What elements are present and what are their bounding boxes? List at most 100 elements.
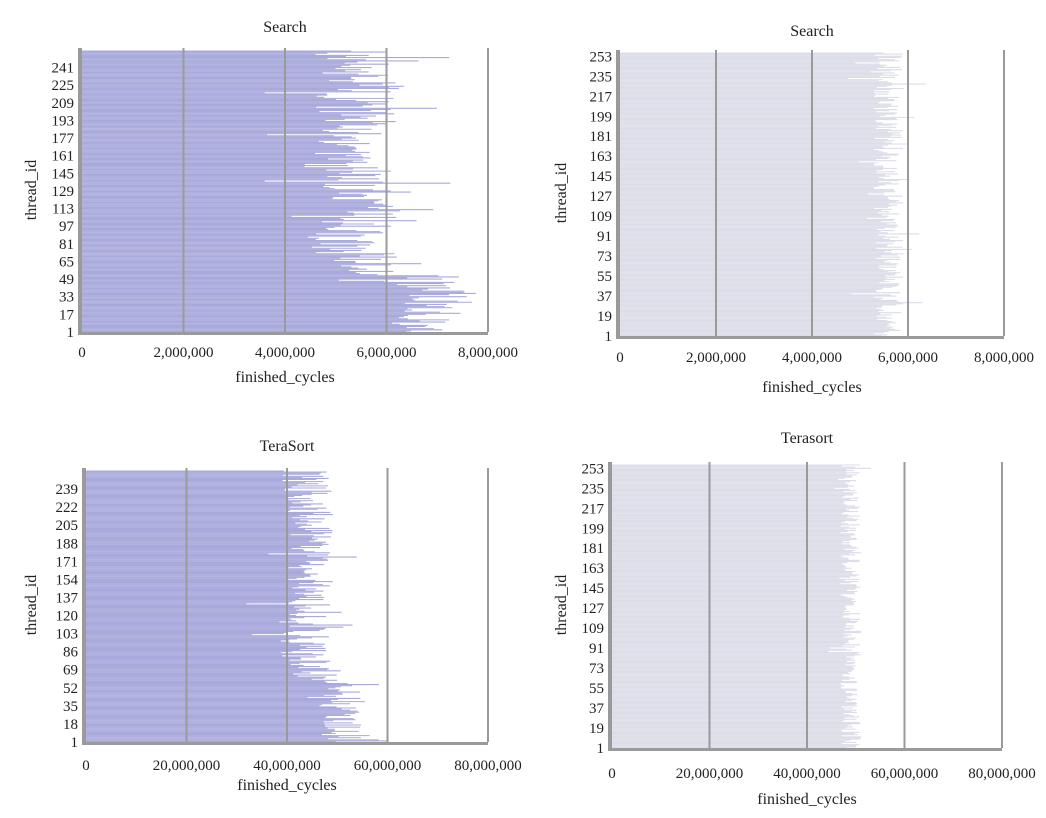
y-axis — [78, 48, 82, 334]
chart-terasort-2-svg: Terasort 0 20,000,000 40,000,000 60,000,000 8… — [553, 430, 1036, 808]
y-tick-label: 209 — [52, 96, 75, 112]
x-tick-label: 0 — [78, 345, 86, 361]
y-tick-label: 37 — [589, 701, 605, 717]
chart-search-1: Search 0 2,000,000 4,000,000 6,000,000 8,000,… — [10, 10, 520, 395]
y-tick-label: 109 — [582, 621, 605, 637]
bars — [86, 470, 389, 743]
x-tick-label: 80,000,000 — [454, 758, 522, 774]
y-tick-label: 49 — [59, 272, 74, 288]
x-tick-label: 20,000,000 — [153, 758, 221, 774]
x-tick-label: 60,000,000 — [354, 758, 422, 774]
y-tick-label: 199 — [590, 109, 613, 125]
y-tick-label: 145 — [590, 169, 613, 185]
x-tick-label: 20,000,000 — [676, 766, 744, 782]
chart-title: TeraSort — [260, 438, 315, 455]
y-tick-label: 163 — [582, 561, 605, 577]
y-tick-label: 177 — [52, 131, 75, 147]
y-tick-label: 1 — [67, 325, 75, 341]
y-tick-label: 253 — [590, 49, 613, 65]
y-axis — [608, 462, 612, 750]
y-tick-label: 91 — [597, 229, 612, 245]
y-tick-label: 52 — [63, 681, 78, 697]
y-tick-label: 109 — [590, 209, 613, 225]
y-tick-label: 239 — [56, 482, 79, 498]
y-tick-label: 35 — [63, 699, 78, 715]
y-tick-label: 127 — [582, 601, 605, 617]
y-tick-label: 103 — [56, 627, 79, 643]
y-tick-label: 161 — [52, 149, 75, 165]
x-tick-label: 8,000,000 — [974, 350, 1034, 366]
x-tick-label: 0 — [608, 766, 616, 782]
y-tick-label: 19 — [597, 309, 612, 325]
x-tick-label: 2,000,000 — [154, 345, 214, 361]
chart-title: Terasort — [781, 430, 834, 447]
y-tick-label: 129 — [52, 184, 75, 200]
y-tick-label: 1 — [71, 735, 79, 751]
y-tick-label: 73 — [597, 249, 612, 265]
x-tick-label: 8,000,000 — [458, 345, 518, 361]
x-tick-label: 0 — [82, 758, 90, 774]
y-tick-label: 163 — [590, 149, 613, 165]
x-tick-label: 60,000,000 — [871, 766, 939, 782]
x-axis — [608, 748, 1002, 751]
x-tick-label: 6,000,000 — [357, 345, 417, 361]
x-axis — [616, 336, 1004, 339]
chart-search-2-svg: Search 0 2,000,000 4,000,000 6,000,000 8,000,… — [553, 23, 1034, 396]
y-tick-label: 181 — [582, 541, 605, 557]
y-axis-label: thread_id — [23, 160, 40, 220]
x-tick-label: 40,000,000 — [773, 766, 841, 782]
y-axis-label: thread_id — [23, 575, 40, 635]
x-axis-label: finished_cycles — [235, 369, 335, 386]
y-tick-label: 205 — [56, 518, 79, 534]
x-tick-label: 40,000,000 — [253, 758, 321, 774]
x-axis — [78, 332, 488, 335]
bars — [612, 464, 871, 749]
y-tick-label: 171 — [56, 554, 79, 570]
chart-terasort-1-svg: TeraSort 0 20,000,000 40,000,000 60,000,000 8… — [23, 438, 522, 794]
y-tick-label: 253 — [582, 461, 605, 477]
y-tick-label: 18 — [63, 717, 78, 733]
x-tick-label: 0 — [616, 350, 624, 366]
chart-terasort-2: Terasort 0 20,000,000 40,000,000 60,000,000 8… — [544, 418, 1044, 818]
y-tick-label: 113 — [52, 202, 74, 218]
y-tick-label: 188 — [56, 536, 79, 552]
y-tick-label: 65 — [59, 254, 74, 270]
x-tick-label: 6,000,000 — [878, 350, 938, 366]
y-tick-label: 217 — [582, 501, 605, 517]
y-tick-label: 55 — [597, 269, 612, 285]
x-tick-label: 4,000,000 — [255, 345, 315, 361]
y-tick-label: 181 — [590, 129, 613, 145]
y-tick-label: 199 — [582, 521, 605, 537]
y-tick-label: 193 — [52, 113, 75, 129]
bars — [620, 52, 926, 337]
chart-search-2: Search 0 2,000,000 4,000,000 6,000,000 8,000,… — [544, 10, 1044, 405]
y-tick-label: 127 — [590, 189, 613, 205]
y-tick-label: 19 — [589, 721, 604, 737]
y-tick-label: 225 — [52, 78, 75, 94]
y-tick-label: 86 — [63, 645, 79, 661]
chart-terasort-1: TeraSort 0 20,000,000 40,000,000 60,000,000 8… — [10, 428, 540, 813]
y-tick-label: 55 — [589, 681, 604, 697]
chart-search-1-svg: Search 0 2,000,000 4,000,000 6,000,000 8,000,… — [23, 19, 518, 386]
y-tick-label: 17 — [59, 307, 75, 323]
y-tick-label: 33 — [59, 290, 74, 306]
y-tick-label: 145 — [582, 581, 605, 597]
x-axis-label: finished_cycles — [762, 379, 862, 396]
y-tick-label: 1 — [597, 741, 605, 757]
y-axis-label: thread_id — [553, 163, 570, 223]
chart-title: Search — [263, 19, 307, 36]
y-tick-label: 145 — [52, 166, 75, 182]
y-axis — [82, 468, 86, 744]
y-tick-label: 97 — [59, 219, 75, 235]
y-tick-label: 1 — [605, 329, 613, 345]
x-axis — [82, 742, 488, 745]
y-tick-label: 73 — [589, 661, 604, 677]
y-tick-label: 37 — [597, 289, 613, 305]
bars — [82, 50, 476, 333]
x-tick-label: 2,000,000 — [686, 350, 746, 366]
y-tick-label: 235 — [590, 69, 613, 85]
x-tick-label: 4,000,000 — [782, 350, 842, 366]
y-tick-label: 120 — [56, 609, 79, 625]
y-tick-label: 81 — [59, 237, 74, 253]
y-tick-label: 235 — [582, 481, 605, 497]
